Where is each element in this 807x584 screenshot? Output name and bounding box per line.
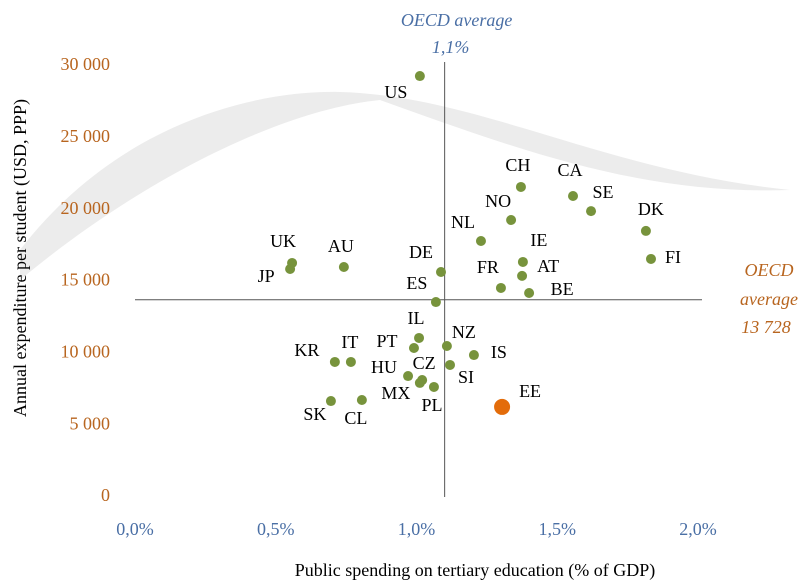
point-label: UK <box>270 231 296 251</box>
data-point <box>517 256 528 267</box>
data-point <box>325 396 336 407</box>
point-label: AT <box>537 256 559 276</box>
point-label: NO <box>485 191 511 211</box>
point-label: ES <box>406 273 427 293</box>
data-point <box>428 381 439 392</box>
data-point <box>356 395 367 406</box>
data-point <box>414 332 425 343</box>
y-tick-label: 30 000 <box>61 54 111 74</box>
point-label: US <box>384 82 407 102</box>
x-axis-title: Public spending on tertiary education (%… <box>295 560 655 581</box>
data-point <box>524 287 535 298</box>
point-label: HU <box>371 357 397 377</box>
data-point <box>441 341 452 352</box>
y-tick-label: 0 <box>101 485 110 505</box>
data-point <box>568 191 579 202</box>
point-label: CL <box>344 408 367 428</box>
point-label: CH <box>505 155 530 175</box>
point-label: BE <box>551 279 574 299</box>
data-point <box>435 267 446 278</box>
data-point <box>494 398 511 415</box>
x-tick-label: 2,0% <box>679 519 717 539</box>
x-tick-label: 0,5% <box>257 519 295 539</box>
data-point <box>586 206 597 217</box>
reference-label: average <box>740 289 798 309</box>
point-label: FI <box>665 247 681 267</box>
data-point <box>515 181 526 192</box>
point-label: CA <box>558 160 583 180</box>
y-tick-label: 15 000 <box>61 270 111 290</box>
reference-value: 1,1% <box>432 37 470 57</box>
data-point <box>414 71 425 82</box>
point-label: SI <box>458 367 474 387</box>
point-label: NL <box>451 212 475 232</box>
x-tick-label: 0,0% <box>116 519 154 539</box>
data-point <box>475 235 486 246</box>
data-point <box>444 359 455 370</box>
point-label: MX <box>381 383 410 403</box>
background-swoosh <box>20 91 790 280</box>
y-tick-label: 20 000 <box>61 198 111 218</box>
y-axis-title: Annual expenditure per student (USD, PPP… <box>10 99 31 417</box>
point-label: EE <box>519 381 541 401</box>
point-label: AU <box>328 236 354 256</box>
data-point <box>414 377 425 388</box>
point-label: KR <box>294 340 319 360</box>
data-point <box>408 343 419 354</box>
point-label: JP <box>258 266 275 286</box>
data-point <box>345 356 356 367</box>
y-tick-label: 25 000 <box>61 126 111 146</box>
data-point <box>329 356 340 367</box>
point-label: NZ <box>452 322 476 342</box>
data-point <box>495 282 506 293</box>
data-point <box>640 225 651 236</box>
x-tick-label: 1,5% <box>539 519 577 539</box>
data-point <box>430 297 441 308</box>
data-point <box>506 215 517 226</box>
point-label: SE <box>593 182 614 202</box>
x-tick-label: 1,0% <box>398 519 436 539</box>
data-point <box>645 253 656 264</box>
point-label: IS <box>491 342 507 362</box>
point-label: PL <box>421 395 442 415</box>
point-label: SK <box>303 404 326 424</box>
point-label: IE <box>530 230 547 250</box>
reference-label: OECD average <box>401 10 512 30</box>
data-point <box>468 350 479 361</box>
reference-label: OECD <box>745 260 794 280</box>
data-point <box>517 270 528 281</box>
point-label: FR <box>477 257 499 277</box>
point-label: CZ <box>413 353 436 373</box>
point-label: DK <box>638 199 664 219</box>
point-label: IT <box>341 332 358 352</box>
reference-value: 13 728 <box>741 317 791 337</box>
point-label: DE <box>409 242 433 262</box>
y-tick-label: 5 000 <box>70 413 111 433</box>
point-label: IL <box>408 308 425 328</box>
data-point <box>403 371 414 382</box>
data-point <box>338 261 349 272</box>
data-point <box>285 264 296 275</box>
point-label: PT <box>376 331 397 351</box>
y-tick-label: 10 000 <box>61 341 111 361</box>
